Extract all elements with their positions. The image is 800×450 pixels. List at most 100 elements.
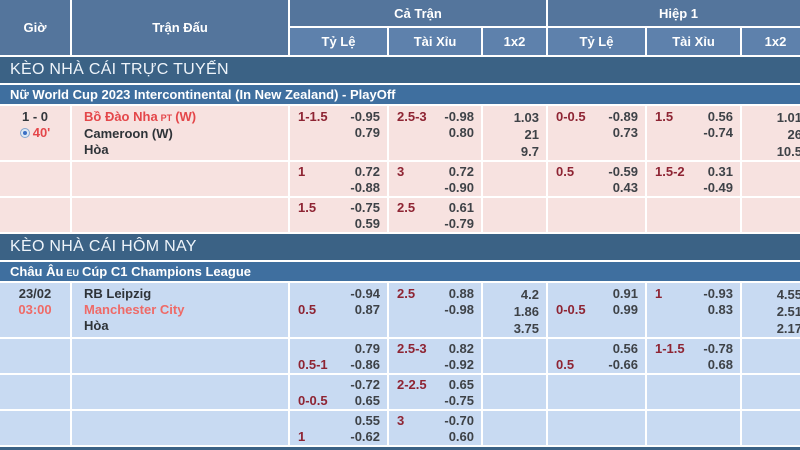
odds-value: 0.79 [354,125,380,140]
odds-cell-ft-overunder[interactable]: 2-2.5 0.65 -0.75 [389,375,483,409]
odds-value: -0.70 [444,413,474,428]
empty-cell [72,339,290,373]
odds-cell-h1-1x2[interactable] [742,375,800,409]
odds-cell-ft-handicap[interactable]: 0.79 0.5-1 -0.86 [290,339,389,373]
odds-cell-h1-overunder[interactable] [647,411,742,445]
odds-cell-ft-handicap[interactable]: -0.72 0-0.5 0.65 [290,375,389,409]
odds-value: 21 [524,127,539,142]
odds-cell-ft-overunder[interactable]: 2.5 0.88 -0.98 [389,283,483,337]
team-away[interactable]: Cameroon (W) [84,126,173,141]
col-header-h1-odds-label: Tỷ Lệ [579,34,614,49]
col-header-match-label: Trận Đấu [152,20,208,35]
odds-value: 0.72 [354,164,380,179]
odds-cell-h1-1x2[interactable] [742,162,800,196]
odds-value: -0.59 [608,164,638,179]
odds-value: 10.5 [776,144,800,159]
odds-cell-ft-handicap[interactable]: 1-1.5 -0.95 0.79 [290,106,389,160]
odds-cell-ft-handicap[interactable]: -0.94 0.5 0.87 [290,283,389,337]
handicap-value: 0-0.5 [556,302,586,317]
odds-cell-h1-1x2[interactable]: 1.01 26 10.5 [742,106,800,160]
team-home-tail: (W) [175,109,197,124]
odds-cell-h1-overunder[interactable]: 1-1.5 -0.78 0.68 [647,339,742,373]
odds-value: 0.73 [612,125,638,140]
odds-cell-h1-handicap[interactable]: 0.5 -0.59 0.43 [548,162,647,196]
odds-value: -0.74 [703,125,733,140]
odds-cell-ft-handicap[interactable]: 1.5 -0.75 0.59 [290,198,389,232]
odds-value: 0.91 [612,286,638,301]
odds-cell-h1-1x2[interactable] [742,339,800,373]
odds-value: -0.66 [608,357,638,372]
section-header-today: KÈO NHÀ CÁI HÔM NAY [0,234,800,260]
handicap-value: 0-0.5 [298,393,328,408]
odds-cell-ft-overunder[interactable]: 2.5-3 -0.98 0.80 [389,106,483,160]
col-header-ft-1x2-label: 1x2 [503,34,526,49]
odds-cell-ft-overunder[interactable]: 2.5 0.61 -0.79 [389,198,483,232]
odds-cell-h1-handicap[interactable]: 0-0.5 -0.89 0.73 [548,106,647,160]
handicap-value: 1.5 [298,200,317,215]
league-name: Châu Âu [10,264,64,279]
odds-value: -0.72 [350,377,380,392]
odds-value: 9.7 [520,144,539,159]
odds-cell-ft-1x2[interactable] [483,339,548,373]
match-time-cell: 1 - 0 40' [0,106,72,160]
draw-label[interactable]: Hòa [84,318,109,333]
next-section-bar [0,447,800,450]
col-header-time: Giờ [0,0,72,55]
league-row-worldcup[interactable]: Nữ World Cup 2023 Intercontinental (In N… [0,85,800,104]
empty-cell [0,339,72,373]
handicap-value: 3 [397,413,405,428]
odds-cell-h1-1x2[interactable] [742,198,800,232]
empty-cell [0,198,72,232]
match-row-extra: -0.72 0-0.5 0.65 2-2.5 0.65 -0.75 [0,375,800,409]
odds-cell-h1-handicap[interactable]: 0.56 0.5 -0.66 [548,339,647,373]
col-header-ft-odds-label: Tỷ Lệ [321,34,356,49]
odds-value: 2.17 [776,321,800,336]
odds-value: -0.88 [350,180,380,195]
col-header-ft-overunder-label: Tài Xỉu [413,34,457,49]
team-home[interactable]: Bồ Đào Nha PT (W) [84,109,288,126]
col-header-fulltime: Cả Trận [290,0,548,28]
handicap-value: 2.5-3 [397,341,427,356]
odds-cell-h1-handicap[interactable]: 0.91 0-0.5 0.99 [548,283,647,337]
handicap-value: 2.5 [397,286,416,301]
odds-cell-ft-1x2[interactable] [483,411,548,445]
odds-cell-ft-1x2[interactable]: 4.2 1.86 3.75 [483,283,548,337]
league-name-2: Cúp C1 Champions League [81,264,251,279]
odds-cell-h1-overunder[interactable] [647,375,742,409]
odds-cell-ft-1x2[interactable]: 1.03 21 9.7 [483,106,548,160]
odds-value: 0.79 [354,341,380,356]
col-header-ft-1x2: 1x2 [483,28,548,55]
odds-value: 1.03 [513,110,539,125]
odds-cell-h1-handicap[interactable] [548,198,647,232]
col-header-h1-odds: Tỷ Lệ [548,28,647,55]
odds-value: 0.56 [612,341,638,356]
odds-value: -0.49 [703,180,733,195]
odds-cell-ft-handicap[interactable]: 0.55 1 -0.62 [290,411,389,445]
match-kickoff-time: 03:00 [18,302,52,317]
odds-value: 0.87 [354,302,380,317]
team-away[interactable]: Manchester City [84,302,185,317]
odds-cell-ft-1x2[interactable] [483,375,548,409]
odds-cell-h1-overunder[interactable]: 1.5 0.56 -0.74 [647,106,742,160]
odds-cell-h1-1x2[interactable] [742,411,800,445]
odds-cell-h1-overunder[interactable] [647,198,742,232]
odds-cell-ft-overunder[interactable]: 3 -0.70 0.60 [389,411,483,445]
odds-cell-h1-overunder[interactable]: 1.5-2 0.31 -0.49 [647,162,742,196]
odds-cell-ft-overunder[interactable]: 2.5-3 0.82 -0.92 [389,339,483,373]
odds-cell-ft-overunder[interactable]: 3 0.72 -0.90 [389,162,483,196]
col-header-match: Trận Đấu [72,0,290,55]
odds-cell-h1-1x2[interactable]: 4.55 2.51 2.17 [742,283,800,337]
handicap-value: 2.5-3 [397,109,427,124]
odds-value: 3.75 [513,321,539,336]
team-home[interactable]: RB Leipzig [84,286,152,301]
odds-cell-ft-1x2[interactable] [483,162,548,196]
league-row-championsleague[interactable]: Châu Âu EU Cúp C1 Champions League [0,262,800,281]
odds-value: -0.79 [444,216,474,231]
odds-cell-h1-handicap[interactable] [548,411,647,445]
draw-label[interactable]: Hòa [84,142,109,157]
odds-cell-ft-handicap[interactable]: 1 0.72 -0.88 [290,162,389,196]
odds-value: -0.75 [444,393,474,408]
odds-cell-ft-1x2[interactable] [483,198,548,232]
odds-cell-h1-overunder[interactable]: 1 -0.93 0.83 [647,283,742,337]
odds-cell-h1-handicap[interactable] [548,375,647,409]
